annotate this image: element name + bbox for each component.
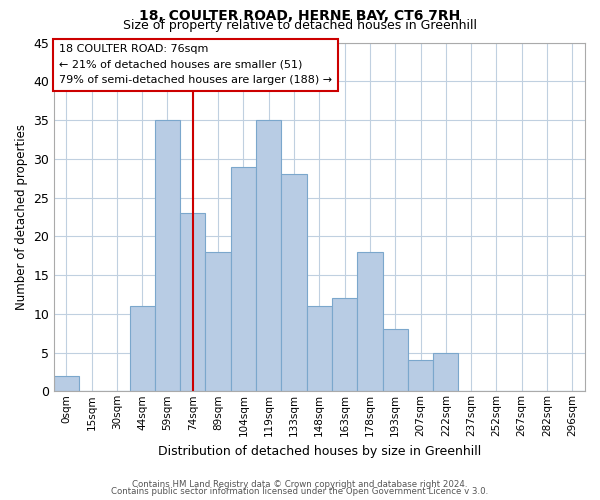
Bar bbox=[433, 352, 458, 392]
X-axis label: Distribution of detached houses by size in Greenhill: Distribution of detached houses by size … bbox=[158, 444, 481, 458]
Text: 18, COULTER ROAD, HERNE BAY, CT6 7RH: 18, COULTER ROAD, HERNE BAY, CT6 7RH bbox=[139, 9, 461, 23]
Bar bbox=[155, 120, 180, 392]
Y-axis label: Number of detached properties: Number of detached properties bbox=[15, 124, 28, 310]
Bar bbox=[231, 166, 256, 392]
Bar bbox=[408, 360, 433, 392]
Bar bbox=[205, 252, 231, 392]
Bar bbox=[357, 252, 383, 392]
Bar bbox=[383, 330, 408, 392]
Bar bbox=[281, 174, 307, 392]
Bar bbox=[256, 120, 281, 392]
Text: Contains HM Land Registry data © Crown copyright and database right 2024.: Contains HM Land Registry data © Crown c… bbox=[132, 480, 468, 489]
Text: Contains public sector information licensed under the Open Government Licence v : Contains public sector information licen… bbox=[112, 488, 488, 496]
Bar bbox=[53, 376, 79, 392]
Bar bbox=[307, 306, 332, 392]
Bar bbox=[130, 306, 155, 392]
Text: 18 COULTER ROAD: 76sqm
← 21% of detached houses are smaller (51)
79% of semi-det: 18 COULTER ROAD: 76sqm ← 21% of detached… bbox=[59, 44, 332, 86]
Text: Size of property relative to detached houses in Greenhill: Size of property relative to detached ho… bbox=[123, 19, 477, 32]
Bar bbox=[332, 298, 357, 392]
Bar bbox=[180, 213, 205, 392]
